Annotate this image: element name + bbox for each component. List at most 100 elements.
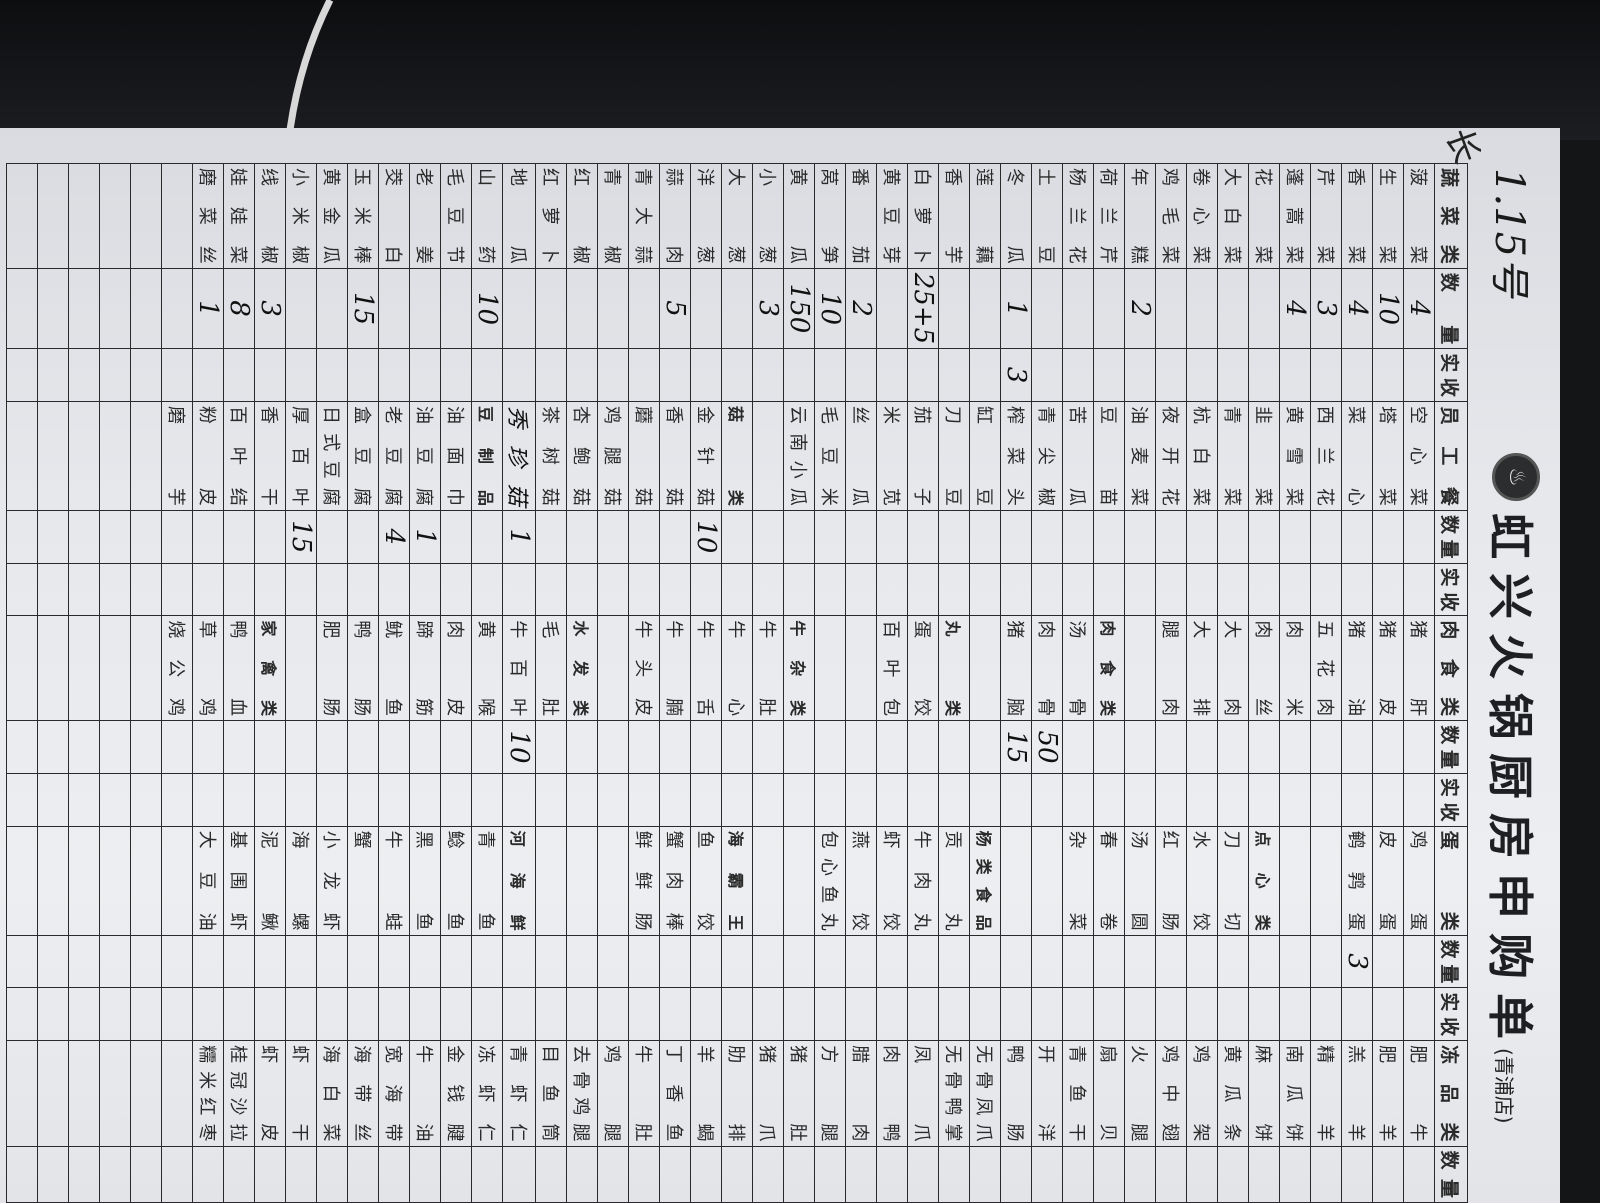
quantity-cell[interactable] [1093,268,1125,349]
quantity-cell[interactable] [1062,720,1094,774]
received-cell[interactable] [721,987,753,1041]
received-cell[interactable] [1341,773,1373,827]
quantity-cell[interactable] [347,720,379,774]
received-cell[interactable] [6,348,38,402]
quantity-cell[interactable] [254,1146,286,1203]
received-cell[interactable] [814,773,846,827]
received-cell[interactable] [597,773,629,827]
received-cell[interactable] [659,987,691,1041]
quantity-cell[interactable] [938,720,970,774]
received-cell[interactable] [130,348,162,402]
quantity-cell[interactable]: 1 [1000,268,1032,349]
quantity-cell[interactable] [37,268,69,349]
quantity-cell[interactable] [192,510,224,564]
received-cell[interactable] [1124,563,1156,616]
quantity-cell[interactable] [285,268,317,349]
quantity-cell[interactable] [285,935,317,988]
quantity-cell[interactable] [1403,1146,1435,1203]
received-cell[interactable] [938,348,970,402]
received-cell[interactable] [409,348,441,402]
received-cell[interactable] [1186,348,1218,402]
quantity-cell[interactable] [814,1146,846,1203]
quantity-cell[interactable] [130,935,162,988]
received-cell[interactable] [37,987,69,1041]
received-cell[interactable] [628,563,660,616]
quantity-cell[interactable] [938,510,970,564]
quantity-cell[interactable] [6,268,38,349]
quantity-cell[interactable] [68,510,100,564]
received-cell[interactable] [1124,773,1156,827]
received-cell[interactable] [161,563,193,616]
received-cell[interactable] [1093,348,1125,402]
quantity-cell[interactable] [628,1146,660,1203]
quantity-cell[interactable] [969,268,1001,349]
quantity-cell[interactable] [721,1146,753,1203]
quantity-cell[interactable] [597,1146,629,1203]
received-cell[interactable] [907,348,939,402]
received-cell[interactable] [1310,348,1342,402]
quantity-cell[interactable] [68,1146,100,1203]
received-cell[interactable] [566,773,598,827]
quantity-cell[interactable] [37,935,69,988]
received-cell[interactable] [316,563,348,616]
quantity-cell[interactable] [690,1146,722,1203]
received-cell[interactable] [254,563,286,616]
received-cell[interactable] [285,987,317,1041]
received-cell[interactable] [347,773,379,827]
received-cell[interactable] [938,773,970,827]
quantity-cell[interactable] [347,1146,379,1203]
quantity-cell[interactable] [6,510,38,564]
quantity-cell[interactable] [907,510,939,564]
received-cell[interactable] [1124,348,1156,402]
quantity-cell[interactable] [1403,510,1435,564]
quantity-cell[interactable]: 10 [690,510,722,564]
received-cell[interactable] [566,348,598,402]
received-cell[interactable] [68,773,100,827]
received-cell[interactable] [471,563,503,616]
received-cell[interactable] [223,563,255,616]
received-cell[interactable] [6,987,38,1041]
quantity-cell[interactable]: 2 [1124,268,1156,349]
received-cell[interactable] [876,563,908,616]
quantity-cell[interactable] [721,510,753,564]
quantity-cell[interactable] [783,510,815,564]
received-cell[interactable] [1248,987,1280,1041]
received-cell[interactable] [1403,987,1435,1041]
quantity-cell[interactable] [721,720,753,774]
quantity-cell[interactable] [969,935,1001,988]
quantity-cell[interactable]: 4 [1279,268,1311,349]
received-cell[interactable] [1062,348,1094,402]
quantity-cell[interactable]: 10 [1372,268,1404,349]
received-cell[interactable] [1248,563,1280,616]
received-cell[interactable] [471,773,503,827]
received-cell[interactable] [1248,773,1280,827]
received-cell[interactable] [566,563,598,616]
quantity-cell[interactable] [628,935,660,988]
received-cell[interactable] [690,773,722,827]
quantity-cell[interactable] [1217,268,1249,349]
received-cell[interactable] [409,773,441,827]
received-cell[interactable] [1155,348,1187,402]
received-cell[interactable] [37,563,69,616]
quantity-cell[interactable] [1279,1146,1311,1203]
quantity-cell[interactable]: 8 [223,268,255,349]
received-cell[interactable] [907,563,939,616]
quantity-cell[interactable] [1000,510,1032,564]
received-cell[interactable] [721,563,753,616]
quantity-cell[interactable] [1186,935,1218,988]
quantity-cell[interactable] [907,1146,939,1203]
quantity-cell[interactable] [690,935,722,988]
quantity-cell[interactable] [814,510,846,564]
received-cell[interactable] [99,348,131,402]
quantity-cell[interactable] [378,720,410,774]
quantity-cell[interactable]: 25+5 [907,268,939,349]
received-cell[interactable] [254,987,286,1041]
quantity-cell[interactable] [597,720,629,774]
quantity-cell[interactable] [130,720,162,774]
received-cell[interactable] [535,348,567,402]
received-cell[interactable] [535,987,567,1041]
quantity-cell[interactable] [6,935,38,988]
quantity-cell[interactable] [752,935,784,988]
quantity-cell[interactable] [99,1146,131,1203]
quantity-cell[interactable] [1062,1146,1094,1203]
